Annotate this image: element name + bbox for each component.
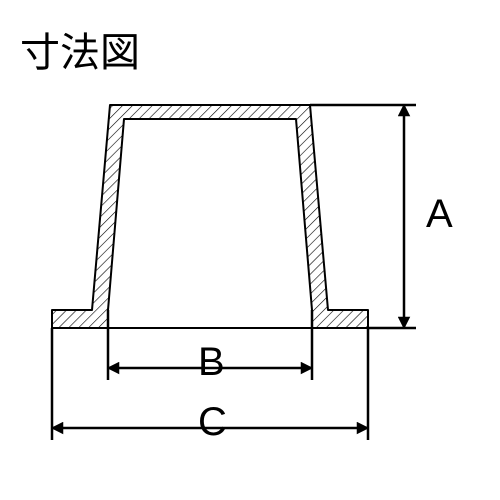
dimension-label-c: C <box>198 400 227 445</box>
dimension-label-b: B <box>198 340 225 385</box>
dimension-diagram: 寸法図 A B C <box>0 0 500 500</box>
dimension-label-a: A <box>426 192 453 237</box>
diagram-svg <box>0 0 500 500</box>
